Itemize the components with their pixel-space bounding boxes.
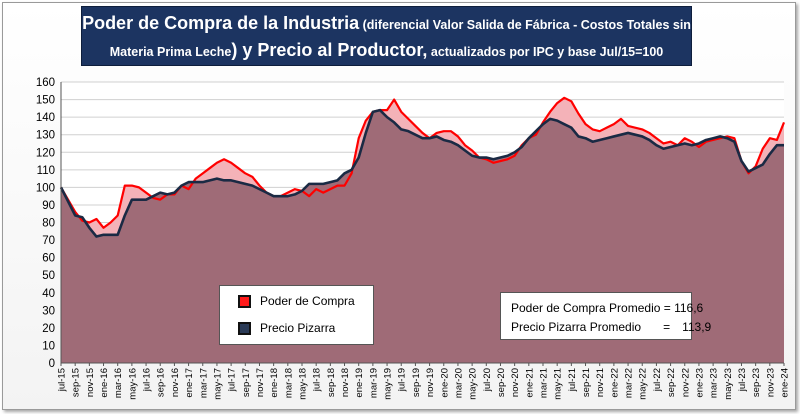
legend-item-poder: Poder de Compra <box>238 294 355 308</box>
average-poder-value: 116,6 <box>674 301 704 315</box>
y-tick-label: 40 <box>42 288 55 300</box>
x-tick-label: sep-22 <box>666 368 677 397</box>
y-tick-label: 160 <box>36 77 55 89</box>
x-tick-label: ene-20 <box>439 368 450 398</box>
average-pizarra: Precio Pizarra Promedio = 113,9 <box>511 320 712 334</box>
y-tick-label: 30 <box>42 305 55 317</box>
y-tick-label: 90 <box>42 200 55 212</box>
line-precio-pizarra <box>59 108 784 238</box>
title-price: ) y Precio al Productor, <box>231 40 428 60</box>
y-axis: 0 10 20 30 40 50 60 70 80 90 100 110 120 130 140 150 160 <box>36 77 62 370</box>
x-tick-label: ene-22 <box>609 368 620 398</box>
x-tick-label: sep-16 <box>156 368 167 397</box>
x-tick-label: jul-19 <box>397 368 408 392</box>
legend-label-poder: Poder de Compra <box>260 294 355 308</box>
x-tick-label: may-19 <box>383 368 394 400</box>
title-line-1: Poder de Compra de la Industria (diferen… <box>82 13 691 34</box>
legend-swatch-poder <box>238 294 251 308</box>
y-tick-label: 100 <box>36 182 55 194</box>
x-tick-label: mar-23 <box>709 368 720 398</box>
x-tick-label: may-16 <box>127 368 138 400</box>
x-tick-label: jul-15 <box>57 368 68 392</box>
legend-label-pizarra: Precio Pizarra <box>260 321 336 335</box>
y-tick-label: 130 <box>36 130 55 142</box>
x-tick-label: ene-24 <box>780 368 791 398</box>
y-tick-label: 150 <box>36 95 55 107</box>
x-tick-label: nov-19 <box>425 368 436 397</box>
x-tick-label: jul-20 <box>482 368 493 392</box>
x-tick-label: ene-17 <box>184 368 195 398</box>
x-tick-label: nov-20 <box>510 368 521 397</box>
x-tick-label: sep-20 <box>496 368 507 397</box>
average-poder: Poder de Compra Promedio = 116,6 <box>511 301 704 315</box>
x-axis: jul-15 sep-15 nov-15 ene-16 mar-16 may-16 jul-… <box>57 362 791 400</box>
legend-item-pizarra: Precio Pizarra <box>238 321 335 335</box>
y-tick-label: 0 <box>49 358 55 370</box>
average-pizarra-value: 113,9 <box>682 320 712 334</box>
x-tick-label: nov-17 <box>255 368 266 397</box>
x-tick-label: may-18 <box>298 368 309 400</box>
x-tick-label: jul-23 <box>737 368 748 392</box>
x-tick-label: mar-18 <box>283 368 294 398</box>
legend: Poder de Compra Precio Pizarra <box>219 285 374 345</box>
x-tick-label: mar-19 <box>368 368 379 398</box>
y-tick-label: 10 <box>42 340 55 352</box>
y-tick-label: 140 <box>36 112 55 124</box>
title-detail-1: (diferencial Valor Salida de Fábrica - C… <box>359 18 691 32</box>
x-tick-label: may-23 <box>723 368 734 400</box>
x-tick-label: ene-21 <box>524 368 535 398</box>
x-tick-label: jul-17 <box>227 368 238 392</box>
title-detail-3: actualizados por IPC y base Jul/15=100 <box>427 45 664 59</box>
x-tick-label: nov-22 <box>680 368 691 397</box>
y-tick-label: 60 <box>42 253 55 265</box>
x-tick-label: ene-19 <box>354 368 365 398</box>
x-tick-label: nov-23 <box>765 368 776 397</box>
x-tick-label: nov-16 <box>170 368 181 397</box>
x-tick-label: jul-22 <box>652 368 663 392</box>
title-main: Poder de Compra de la Industria <box>82 13 360 33</box>
averages-box: Poder de Compra Promedio = 116,6 Precio … <box>500 292 711 340</box>
y-tick-label: 50 <box>42 270 55 282</box>
x-tick-label: mar-20 <box>453 368 464 398</box>
x-tick-label: nov-21 <box>595 368 606 397</box>
x-tick-label: may-20 <box>468 368 479 400</box>
title-detail-2: Materia Prima Leche <box>109 45 232 59</box>
x-tick-label: may-21 <box>553 368 564 400</box>
y-tick-label: 20 <box>42 323 55 335</box>
x-tick-label: jul-16 <box>142 368 153 392</box>
x-tick-label: sep-23 <box>751 368 762 397</box>
x-tick-label: sep-19 <box>411 368 422 397</box>
series-lines <box>59 96 786 238</box>
y-tick-label: 110 <box>37 165 55 177</box>
x-tick-label: sep-15 <box>71 368 82 397</box>
x-tick-label: sep-18 <box>326 368 337 397</box>
x-tick-label: sep-17 <box>241 368 252 397</box>
legend-swatch-pizarra <box>238 321 251 335</box>
x-tick-label: mar-17 <box>198 368 209 398</box>
x-tick-label: may-22 <box>638 368 649 400</box>
x-tick-label: mar-22 <box>624 368 635 398</box>
x-tick-label: ene-18 <box>269 368 280 398</box>
y-tick-label: 80 <box>42 218 55 230</box>
x-tick-label: may-17 <box>212 368 223 400</box>
x-tick-label: ene-16 <box>99 368 110 398</box>
x-tick-label: jul-21 <box>567 368 578 392</box>
y-tick-label: 120 <box>36 147 55 159</box>
y-tick-label: 70 <box>42 235 55 247</box>
x-tick-label: nov-18 <box>340 368 351 397</box>
x-tick-label: nov-15 <box>85 368 96 397</box>
x-tick-label: sep-21 <box>581 368 592 397</box>
x-tick-label: mar-16 <box>113 368 124 398</box>
x-tick-label: jul-18 <box>312 368 323 392</box>
chart-title: Poder de Compra de la Industria (diferen… <box>81 6 692 66</box>
title-line-2: Materia Prima Leche) y Precio al Product… <box>82 40 691 61</box>
x-tick-label: ene-23 <box>694 368 705 398</box>
x-tick-label: mar-21 <box>539 368 550 398</box>
